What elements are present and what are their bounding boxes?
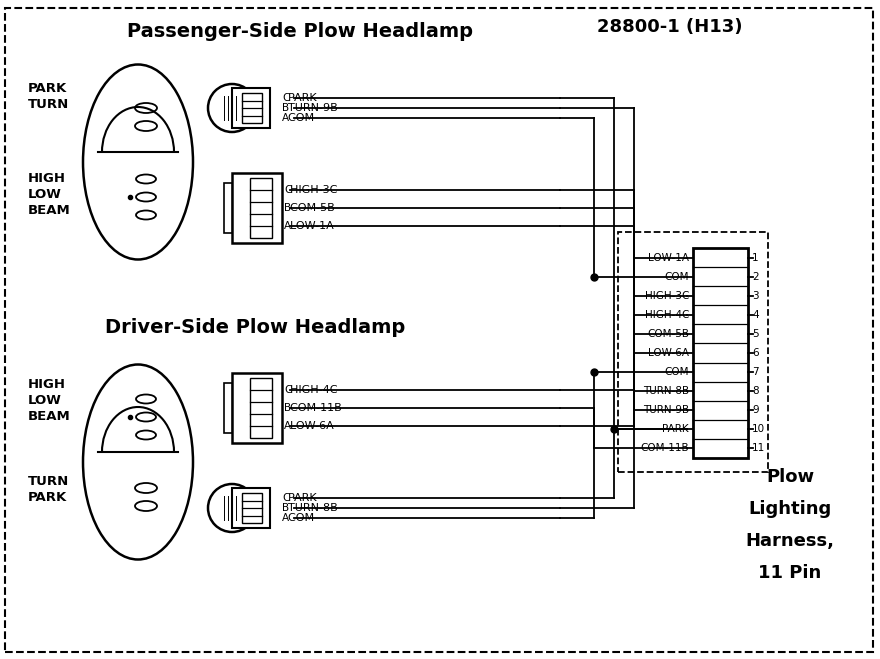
Text: 3: 3 <box>752 291 759 301</box>
Circle shape <box>208 84 256 132</box>
Text: A: A <box>282 113 290 123</box>
Text: 6: 6 <box>752 348 759 358</box>
Text: HIGH
LOW
BEAM: HIGH LOW BEAM <box>28 378 70 423</box>
Text: HIGH-4C: HIGH-4C <box>290 385 341 395</box>
Text: COM-11B: COM-11B <box>290 403 345 413</box>
Text: 7: 7 <box>752 367 759 377</box>
Bar <box>618 232 768 472</box>
Text: 8: 8 <box>752 386 759 396</box>
Text: PARK: PARK <box>288 493 320 503</box>
Bar <box>224 383 232 433</box>
Text: Passenger-Side Plow Headlamp: Passenger-Side Plow Headlamp <box>127 22 473 41</box>
Text: COM-11B: COM-11B <box>641 444 689 453</box>
Text: 2: 2 <box>752 272 759 281</box>
Bar <box>232 88 270 128</box>
Bar <box>232 373 282 443</box>
Bar <box>232 173 282 243</box>
Text: 5: 5 <box>752 329 759 339</box>
Text: B: B <box>284 203 291 213</box>
Text: A: A <box>284 221 291 231</box>
Text: PARK: PARK <box>288 93 320 103</box>
Text: 28800-1 (H13): 28800-1 (H13) <box>598 18 743 36</box>
Bar <box>242 493 262 523</box>
Text: COM: COM <box>288 113 318 123</box>
Text: LOW-6A: LOW-6A <box>290 421 337 431</box>
Text: 4: 4 <box>752 310 759 320</box>
Bar <box>693 248 748 458</box>
Text: COM-5B: COM-5B <box>290 203 338 213</box>
Text: HIGH-4C: HIGH-4C <box>645 310 689 320</box>
Text: PARK
TURN: PARK TURN <box>28 82 70 111</box>
Text: PARK: PARK <box>663 424 689 434</box>
Text: A: A <box>282 513 290 523</box>
Text: B: B <box>282 503 290 513</box>
Text: TURN-8B: TURN-8B <box>288 503 341 513</box>
Text: LOW-1A: LOW-1A <box>290 221 337 231</box>
Text: Plow: Plow <box>766 468 814 486</box>
Text: HIGH
LOW
BEAM: HIGH LOW BEAM <box>28 172 70 217</box>
Text: 10: 10 <box>752 424 765 434</box>
Text: LOW-6A: LOW-6A <box>648 348 689 358</box>
Text: COM: COM <box>664 272 689 281</box>
Bar <box>232 488 270 528</box>
Text: 11: 11 <box>752 444 766 453</box>
Text: TURN-9B: TURN-9B <box>288 103 341 113</box>
Bar <box>250 178 272 238</box>
Text: B: B <box>284 403 291 413</box>
Text: A: A <box>284 421 291 431</box>
Text: TURN-9B: TURN-9B <box>643 405 689 415</box>
Text: C: C <box>284 385 291 395</box>
Text: C: C <box>282 93 290 103</box>
Text: C: C <box>284 185 291 195</box>
Text: 1: 1 <box>752 252 759 262</box>
Text: COM: COM <box>664 367 689 377</box>
Text: 9: 9 <box>752 405 759 415</box>
Text: HIGH-3C: HIGH-3C <box>290 185 341 195</box>
Text: LOW-1A: LOW-1A <box>648 252 689 262</box>
Bar <box>224 183 232 233</box>
Bar <box>250 378 272 438</box>
Circle shape <box>208 484 256 532</box>
Text: TURN
PARK: TURN PARK <box>28 475 70 504</box>
Text: Driver-Side Plow Headlamp: Driver-Side Plow Headlamp <box>105 318 405 337</box>
Text: B: B <box>282 103 290 113</box>
Text: 11 Pin: 11 Pin <box>759 564 822 582</box>
Text: COM-5B: COM-5B <box>647 329 689 339</box>
Bar <box>242 93 262 123</box>
Ellipse shape <box>83 65 193 260</box>
Text: HIGH-3C: HIGH-3C <box>645 291 689 301</box>
Text: Harness,: Harness, <box>745 532 834 550</box>
Text: C: C <box>282 493 290 503</box>
Text: Lighting: Lighting <box>748 500 832 518</box>
Text: TURN-8B: TURN-8B <box>643 386 689 396</box>
Text: COM: COM <box>288 513 318 523</box>
Ellipse shape <box>83 364 193 559</box>
